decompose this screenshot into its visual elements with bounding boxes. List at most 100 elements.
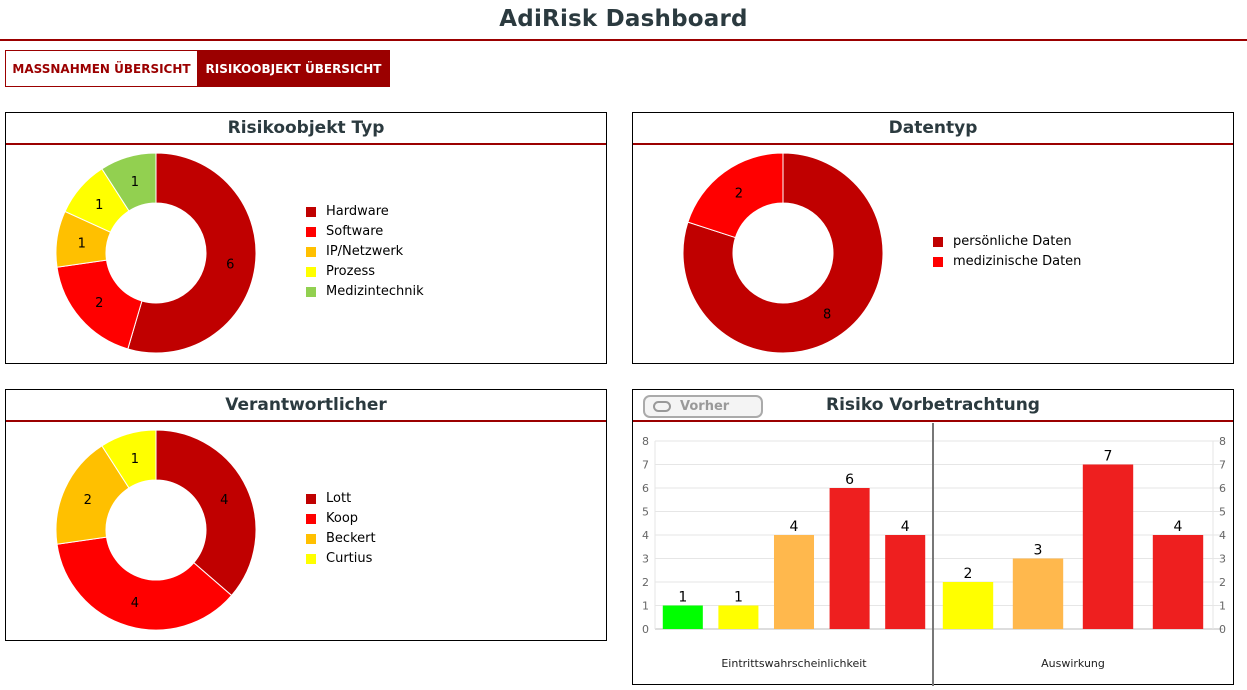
y-tick-label-right: 1 <box>1219 600 1226 613</box>
y-tick-label-right: 4 <box>1219 529 1226 542</box>
donut-slice[interactable] <box>101 429 157 489</box>
bar[interactable] <box>662 605 703 630</box>
legend-swatch <box>306 534 316 544</box>
donut-slice[interactable] <box>682 152 884 354</box>
legend-label: medizinische Daten <box>953 254 1082 269</box>
donut-chart: 6 2 1 1 1 <box>55 152 257 354</box>
y-tick-label-right: 5 <box>1219 506 1226 519</box>
vorher-toggle[interactable]: Vorher <box>643 395 763 418</box>
bar-chart: 0 0 1 1 2 2 3 3 4 4 5 5 6 6 7 7 8 8 1 1 4 6 4 Eintrittswahrsche… <box>642 423 1226 686</box>
slice-value-label: 2 <box>84 493 92 508</box>
legend-item[interactable]: Lott <box>306 489 376 509</box>
bar-value-label: 6 <box>845 472 854 488</box>
bar-value-label: 1 <box>734 590 743 606</box>
chart-legend: Lott Koop Beckert Curtius <box>306 489 376 569</box>
legend-label: IP/Netzwerk <box>326 244 404 259</box>
y-tick-label-right: 6 <box>1219 482 1226 495</box>
group-label: Auswirkung <box>1041 657 1105 670</box>
legend-swatch <box>306 494 316 504</box>
legend-label: Beckert <box>326 531 376 546</box>
chart-legend: Hardware Software IP/Netzwerk Prozess Medizi… <box>306 202 424 302</box>
donut-slice[interactable] <box>687 152 784 239</box>
legend-label: persönliche Daten <box>953 234 1072 249</box>
donut-chart: 82 <box>682 152 884 354</box>
slice-value-label: 2 <box>95 296 103 311</box>
slice-value-label: 1 <box>78 236 86 251</box>
bar-value-label: 7 <box>1104 449 1113 465</box>
y-tick-label-left: 8 <box>642 435 649 448</box>
donut-slice[interactable] <box>155 429 257 597</box>
legend-label: Lott <box>326 491 352 506</box>
bar[interactable] <box>1012 558 1064 630</box>
legend-item[interactable]: Medizintechnik <box>306 282 424 302</box>
bar[interactable] <box>885 535 926 629</box>
legend-item[interactable]: Koop <box>306 509 376 529</box>
legend-item[interactable]: Prozess <box>306 262 424 282</box>
legend-item[interactable]: persönliche Daten <box>933 232 1081 252</box>
legend-label: Koop <box>326 511 359 526</box>
panel-title: Datentyp <box>633 113 1233 145</box>
legend-swatch <box>306 554 316 564</box>
tab-massnahmen[interactable]: MASSNAHMEN ÜBERSICHT <box>5 50 198 87</box>
y-tick-label-right: 3 <box>1219 553 1226 566</box>
toggle-label: Vorher <box>680 399 730 414</box>
y-tick-label-right: 0 <box>1219 623 1226 636</box>
bar-value-label: 4 <box>1174 519 1183 535</box>
legend-swatch <box>306 287 316 297</box>
bar[interactable] <box>1152 535 1204 629</box>
legend-label: Curtius <box>326 551 373 566</box>
bar[interactable] <box>773 535 815 629</box>
y-tick-label-left: 1 <box>642 600 649 613</box>
bar-value-label: 3 <box>1034 543 1043 559</box>
bar-value-label: 1 <box>678 590 687 606</box>
legend-swatch <box>306 207 316 217</box>
chart-legend: persönliche Daten medizinische Daten <box>933 232 1081 272</box>
legend-label: Software <box>326 224 384 239</box>
slice-value-label: 1 <box>95 198 103 213</box>
legend-swatch <box>306 227 316 237</box>
slice-value-label: 1 <box>131 175 139 190</box>
y-tick-label-left: 2 <box>642 576 649 589</box>
legend-swatch <box>306 514 316 524</box>
panel-title: Verantwortlicher <box>6 390 606 422</box>
bar[interactable] <box>1082 464 1134 630</box>
legend-item[interactable]: IP/Netzwerk <box>306 242 424 262</box>
panel-title: Risikoobjekt Typ <box>6 113 606 145</box>
y-tick-label-right: 7 <box>1219 459 1226 472</box>
bar[interactable] <box>718 605 759 630</box>
y-tick-label-right: 2 <box>1219 576 1226 589</box>
legend-label: Prozess <box>326 264 375 279</box>
donut-slice[interactable] <box>101 152 157 212</box>
legend-item[interactable]: Software <box>306 222 424 242</box>
bar-value-label: 4 <box>901 519 910 535</box>
legend-swatch <box>306 247 316 257</box>
donut-slice[interactable] <box>127 152 257 354</box>
page-title: AdiRisk Dashboard <box>499 6 748 32</box>
legend-swatch <box>933 237 943 247</box>
legend-swatch <box>306 267 316 277</box>
y-tick-label-left: 5 <box>642 506 649 519</box>
legend-item[interactable]: Beckert <box>306 529 376 549</box>
legend-item[interactable]: medizinische Daten <box>933 252 1081 272</box>
legend-swatch <box>933 257 943 267</box>
tab-risikoobjekt[interactable]: RISIKOOBJEKT ÜBERSICHT <box>197 50 390 87</box>
bar[interactable] <box>942 582 994 629</box>
legend-label: Medizintechnik <box>326 284 424 299</box>
legend-label: Hardware <box>326 204 389 219</box>
legend-item[interactable]: Curtius <box>306 549 376 569</box>
y-tick-label-left: 6 <box>642 482 649 495</box>
legend-item[interactable]: Hardware <box>306 202 424 222</box>
slice-value-label: 1 <box>131 452 139 467</box>
slice-value-label: 2 <box>735 186 743 201</box>
donut-chart: 4 4 2 1 <box>55 429 257 631</box>
panel-datentyp: Datentyp 8 2 persönliche Daten medizinische… <box>632 112 1234 364</box>
y-tick-label-left: 0 <box>642 623 649 636</box>
y-tick-label-left: 7 <box>642 459 649 472</box>
y-tick-label-left: 3 <box>642 553 649 566</box>
panel-risiko-vorbetrachtung: Risiko Vorbetrachtung 0 0 1 1 2 2 3 3 4 4 5 5 6 6 7 7 8 8… <box>632 389 1234 686</box>
group-label: Eintrittswahrscheinlichkeit <box>721 657 867 670</box>
bar[interactable] <box>829 488 870 629</box>
y-tick-label-right: 8 <box>1219 435 1226 448</box>
donut-slice[interactable] <box>56 536 233 631</box>
slice-value-label: 4 <box>220 493 228 508</box>
